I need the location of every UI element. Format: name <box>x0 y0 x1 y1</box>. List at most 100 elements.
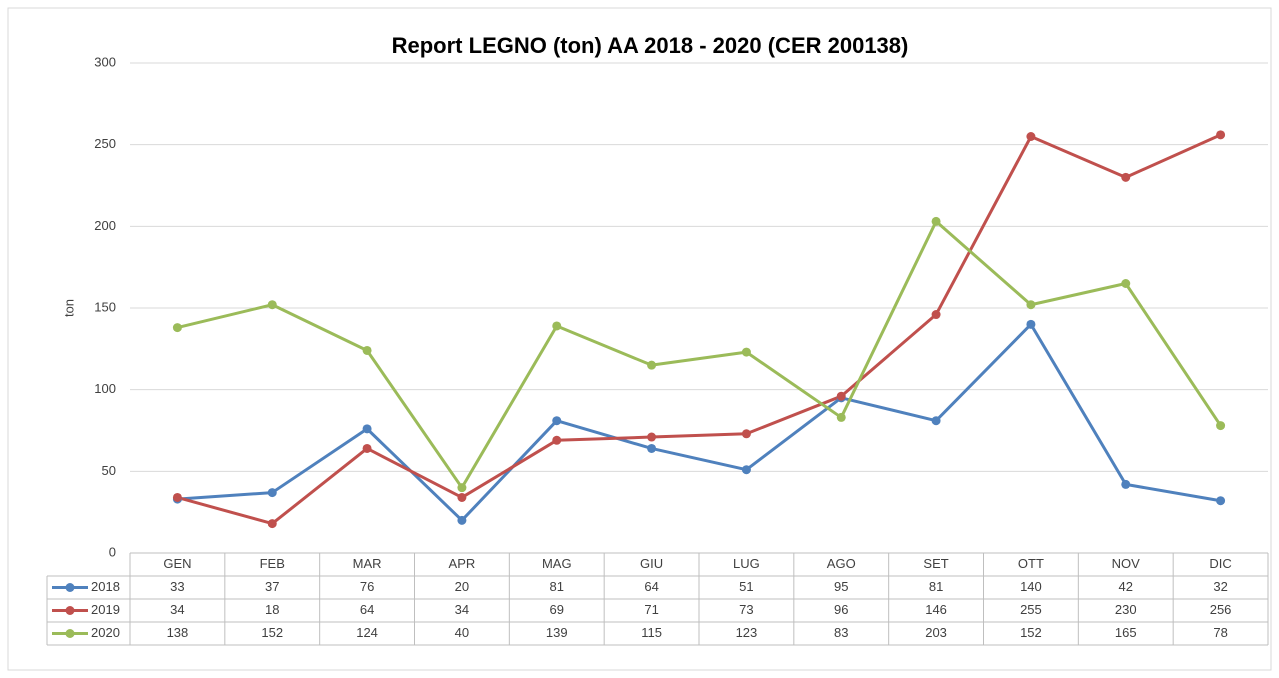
y-tick-label: 0 <box>109 544 116 559</box>
table-value: 140 <box>1020 579 1042 594</box>
data-point <box>1216 496 1226 506</box>
x-tick-label: FEB <box>260 556 285 571</box>
table-value: 20 <box>455 579 469 594</box>
table-value: 124 <box>356 625 378 640</box>
data-point <box>647 360 657 370</box>
table-value: 83 <box>834 625 848 640</box>
series-line <box>177 322 1221 522</box>
x-tick-label: AGO <box>827 556 856 571</box>
series-line <box>177 219 1222 490</box>
series-line <box>177 133 1222 526</box>
y-tick-label: 250 <box>94 136 116 151</box>
data-point <box>1121 279 1131 288</box>
data-point <box>457 492 467 502</box>
data-point <box>931 216 941 226</box>
table-value: 139 <box>546 625 568 640</box>
data-point <box>457 515 467 525</box>
table-value: 138 <box>167 625 189 640</box>
table-value: 256 <box>1210 602 1232 617</box>
legend-label: 2019 <box>91 602 120 617</box>
data-point <box>1216 130 1226 140</box>
table-value: 115 <box>641 625 662 640</box>
data-point <box>1026 132 1036 141</box>
x-tick-label: NOV <box>1112 556 1141 571</box>
table-value: 64 <box>644 579 658 594</box>
y-tick-label: 300 <box>94 54 116 69</box>
table-value: 73 <box>739 602 753 617</box>
data-point <box>457 483 467 493</box>
chart-frame <box>7 7 1272 671</box>
x-tick-label: APR <box>449 556 476 571</box>
data-point <box>931 416 941 426</box>
table-value: 146 <box>925 602 947 617</box>
legend-label: 2020 <box>91 625 120 640</box>
data-point <box>172 323 182 333</box>
table-value: 255 <box>1020 602 1042 617</box>
table-value: 32 <box>1213 579 1227 594</box>
data-point <box>647 443 657 453</box>
data-point <box>1026 300 1036 310</box>
x-tick-label: DIC <box>1209 556 1231 571</box>
x-tick-label: MAG <box>542 556 572 571</box>
data-point <box>552 435 562 445</box>
data-point <box>1216 421 1226 431</box>
data-point <box>267 488 277 498</box>
table-value: 123 <box>736 625 758 640</box>
data-point <box>362 345 372 355</box>
legend-key-marker <box>65 629 75 638</box>
data-point <box>172 492 182 502</box>
table-value: 230 <box>1115 602 1137 617</box>
table-value: 18 <box>265 602 279 617</box>
table-value: 33 <box>170 579 184 594</box>
data-point <box>267 300 277 310</box>
data-point <box>647 432 657 442</box>
legend-label: 2018 <box>91 579 120 594</box>
data-point <box>362 443 372 453</box>
table-value: 78 <box>1213 625 1227 640</box>
y-axis-label: ton <box>61 299 76 317</box>
table-value: 81 <box>550 579 564 594</box>
table-value: 69 <box>550 602 564 617</box>
table-value: 40 <box>455 625 469 640</box>
data-point <box>836 391 846 401</box>
table-value: 203 <box>925 625 947 640</box>
data-point <box>362 424 372 434</box>
x-tick-label: SET <box>923 556 948 571</box>
table-value: 71 <box>644 602 658 617</box>
chart-title: Report LEGNO (ton) AA 2018 - 2020 (CER 2… <box>392 33 909 58</box>
table-value: 81 <box>929 579 943 594</box>
x-tick-label: OTT <box>1018 556 1044 571</box>
table-value: 51 <box>739 579 753 594</box>
data-point <box>552 416 562 426</box>
data-point <box>1121 172 1131 182</box>
table-value: 76 <box>360 579 374 594</box>
data-point <box>741 465 751 475</box>
y-tick-label: 50 <box>102 463 116 478</box>
table-value: 42 <box>1119 579 1133 594</box>
data-point <box>1026 319 1036 329</box>
x-tick-label: MAR <box>353 556 382 571</box>
data-point <box>552 321 562 331</box>
y-tick-label: 100 <box>94 381 116 396</box>
legend-key-marker <box>65 583 75 592</box>
table-value: 95 <box>834 579 848 594</box>
x-tick-label: GEN <box>163 556 191 571</box>
data-point <box>741 429 751 439</box>
table-value: 34 <box>170 602 184 617</box>
legend-key-marker <box>65 606 75 615</box>
data-point <box>1121 479 1131 489</box>
table-value: 64 <box>360 602 374 617</box>
data-point <box>267 519 277 529</box>
data-point <box>931 310 941 320</box>
data-point <box>741 347 751 357</box>
table-value: 165 <box>1115 625 1137 640</box>
x-tick-label: GIU <box>640 556 663 571</box>
table-value: 37 <box>265 579 279 594</box>
table-value: 152 <box>261 625 283 640</box>
data-point <box>836 412 846 422</box>
y-tick-label: 200 <box>94 218 116 233</box>
y-tick-label: 150 <box>94 299 116 314</box>
table-value: 96 <box>834 602 848 617</box>
